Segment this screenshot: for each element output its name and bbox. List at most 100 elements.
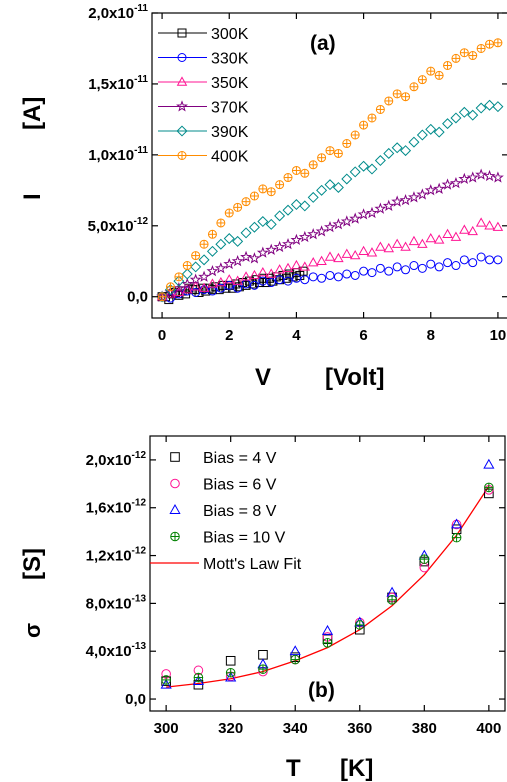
data-point-370K <box>433 182 446 194</box>
data-point-370K <box>298 230 311 243</box>
panel-b-y-axis-unit: [S] <box>19 548 46 580</box>
data-point-390K <box>265 218 277 230</box>
data-point-330K <box>333 272 343 282</box>
panel-a-x-axis-unit: [Volt] <box>325 364 385 391</box>
data-point-400K <box>333 148 343 158</box>
data-point-330K <box>367 268 377 278</box>
data-point-Bias = 8 V <box>192 675 204 686</box>
data-point-Bias = 10 V <box>419 554 430 564</box>
data-point-350K <box>358 245 369 256</box>
data-point-390K <box>400 145 412 157</box>
legend-label: 390K <box>211 124 249 141</box>
data-point-390K <box>433 126 445 138</box>
legend-entry-390K: 390K <box>158 124 249 141</box>
panel-a-y-tick-label: 0,0 <box>127 289 148 306</box>
data-point-370K <box>340 215 353 227</box>
data-point-390K <box>299 200 311 212</box>
series-Bias = 10 V <box>161 482 494 685</box>
data-point-330K <box>476 252 486 262</box>
data-point-330K <box>493 255 503 265</box>
data-point-330K <box>443 258 453 268</box>
legend-marker <box>177 53 187 62</box>
panel-a-x-tick-label: 6 <box>359 327 367 344</box>
panel-b-x-tick-label: 300 <box>154 720 179 737</box>
data-point-400K <box>233 202 243 212</box>
data-point-Bias = 4 V <box>225 655 236 666</box>
panel-a-ticks: 0 2 4 6 8 10 0,0 5,0x10-12 1,0x10-11 1,5x10-11 2,0… <box>88 3 507 344</box>
panel-a-x-tick-label: 4 <box>292 327 301 344</box>
series-370K <box>156 168 504 302</box>
data-point-330K <box>342 269 352 279</box>
series-Bias = 8 V <box>160 458 495 689</box>
data-point-390K <box>341 173 353 185</box>
data-point-300K <box>298 266 308 276</box>
panel-b-x-tick-label: 380 <box>412 720 437 737</box>
legend-label: 300K <box>211 26 249 43</box>
data-point-400K <box>182 261 192 271</box>
legend-entry-370K: 370K <box>158 100 249 117</box>
series-330K <box>157 252 503 303</box>
data-point-350K <box>475 217 487 227</box>
legend-marker <box>177 151 187 160</box>
data-point-330K <box>485 255 495 265</box>
panel-a-label: (a) <box>310 32 336 55</box>
panel-a-x-tick-label: 8 <box>427 327 435 344</box>
data-point-370K <box>324 220 336 233</box>
data-point-390K <box>257 216 269 228</box>
series-400K <box>157 38 503 302</box>
data-point-390K <box>349 166 361 178</box>
data-point-370K <box>231 255 244 267</box>
panel-b-x-tick-label: 320 <box>218 720 243 737</box>
legend-marker <box>176 76 188 86</box>
data-point-300K <box>251 275 261 285</box>
data-point-370K <box>290 233 303 246</box>
data-point-350K <box>207 278 218 288</box>
data-point-350K <box>249 269 260 280</box>
legend-entry-300K: 300K <box>158 26 249 43</box>
data-point-370K <box>366 206 378 219</box>
data-point-400K <box>216 218 226 228</box>
data-point-390K <box>240 227 252 239</box>
data-point-390K <box>450 112 462 124</box>
data-point-330K <box>459 255 469 265</box>
data-point-370K <box>307 228 320 240</box>
data-point-Bias = 10 V <box>161 675 171 685</box>
data-point-350K <box>299 261 311 271</box>
data-point-400K <box>426 66 436 76</box>
data-point-330K <box>375 263 385 273</box>
data-point-400K <box>266 187 276 197</box>
data-point-370K <box>399 194 412 206</box>
data-point-330K <box>426 259 436 269</box>
panel-a-legend: 300K 330K 350K 370K 390K 400K <box>158 26 249 166</box>
data-point-400K <box>241 197 251 207</box>
data-point-Bias = 10 V <box>225 667 236 678</box>
data-point-390K <box>156 291 168 303</box>
data-point-350K <box>324 251 336 261</box>
data-point-350K <box>265 268 277 278</box>
data-point-400K <box>325 146 335 156</box>
data-point-350K <box>459 224 470 234</box>
panel-b-x-tick-label: 400 <box>476 720 501 737</box>
data-point-390K <box>215 238 227 250</box>
data-point-390K <box>274 210 286 222</box>
panel-b-x-tick-label: 360 <box>347 720 372 737</box>
data-point-370K <box>198 270 210 282</box>
panel-b-label: (b) <box>308 679 335 702</box>
legend-entry-Bias = 10 V: Bias = 10 V <box>170 530 286 547</box>
data-point-Bias = 10 V <box>354 620 365 630</box>
data-point-390K <box>425 123 437 135</box>
data-point-370K <box>248 252 261 264</box>
data-point-350K <box>425 232 437 243</box>
data-point-330K <box>275 275 285 285</box>
data-point-Bias = 8 V <box>321 624 334 635</box>
data-point-400K <box>468 51 478 61</box>
data-point-370K <box>332 218 345 230</box>
data-point-390K <box>324 179 336 191</box>
data-point-330K <box>249 280 259 290</box>
panel-b-x-tick-label: 340 <box>283 720 308 737</box>
data-point-400K <box>300 168 310 178</box>
data-point-390K <box>366 163 378 175</box>
data-point-350K <box>467 225 478 236</box>
data-point-330K <box>468 258 478 268</box>
data-point-390K <box>181 268 193 280</box>
